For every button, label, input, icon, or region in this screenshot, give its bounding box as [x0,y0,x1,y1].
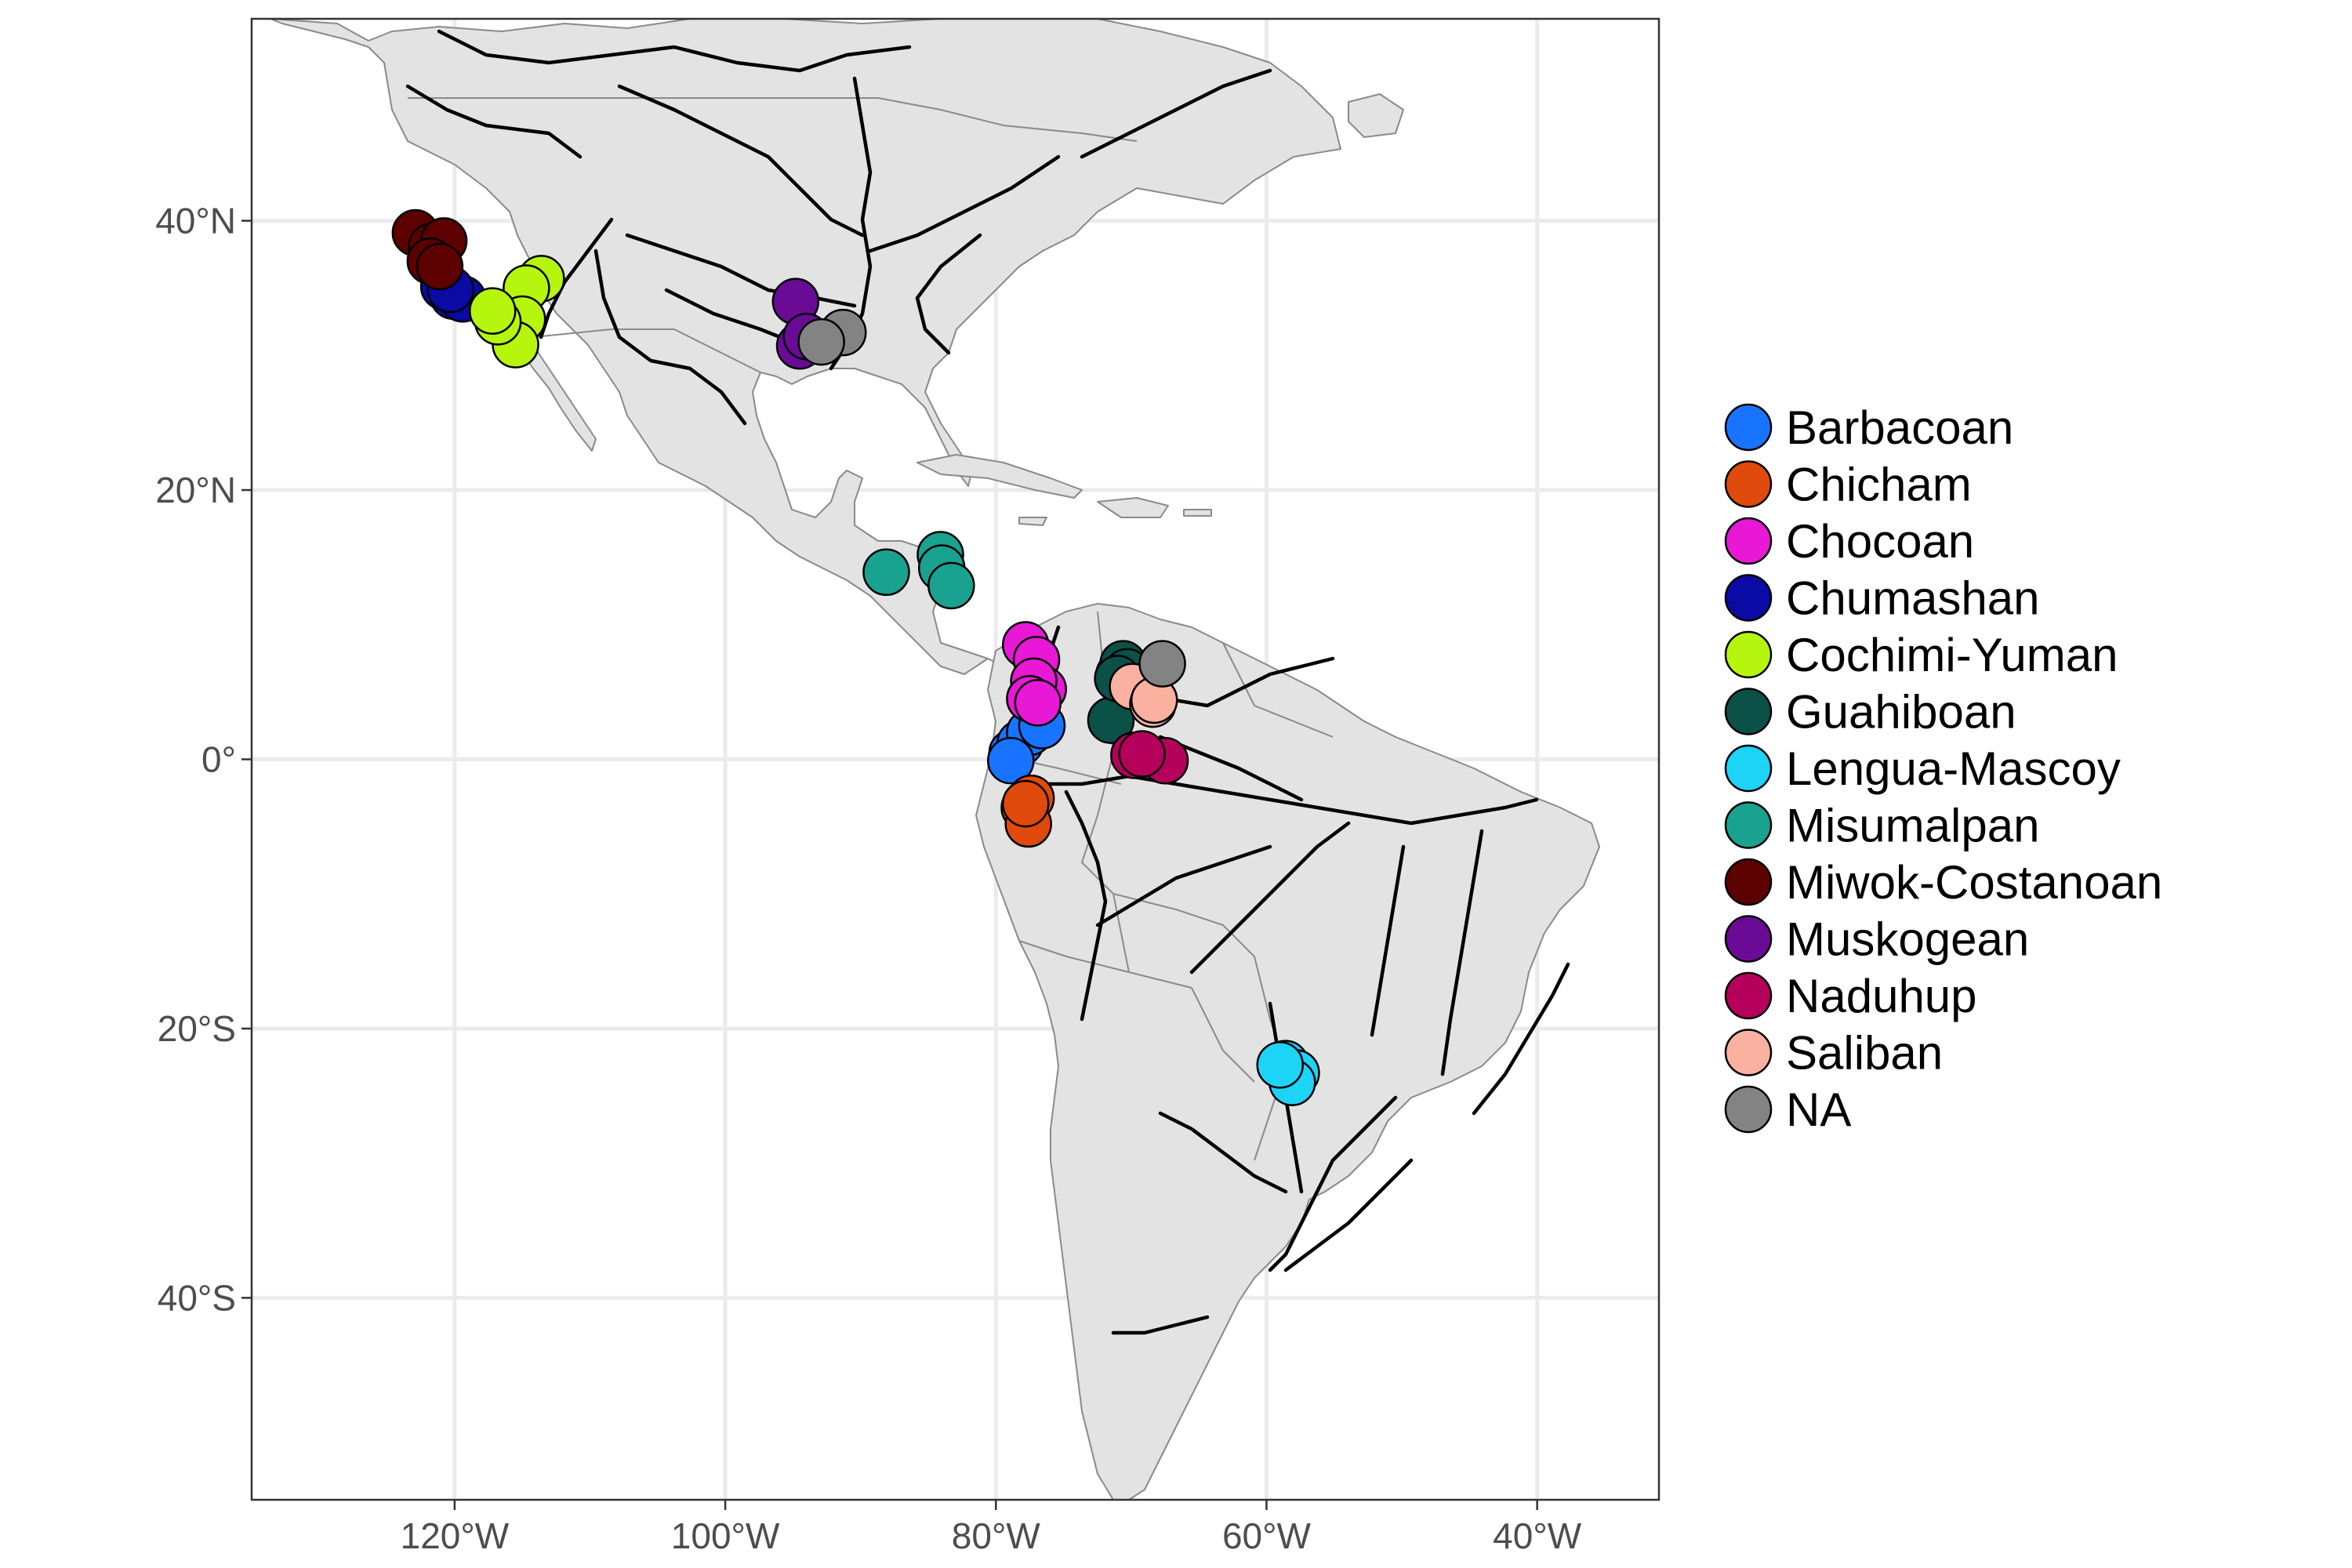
columbia-river [405,84,583,159]
site-point [1014,679,1062,727]
legend-key [1724,744,1773,793]
canadian-river-north [437,29,912,73]
legend-label: Guahiboan [1786,686,2016,739]
cuba-landmass [916,454,1083,499]
legend-key [1724,971,1773,1020]
x-axis: 120°W 100°W 80°W 60°W 40°W [401,1500,1582,1556]
y-tick-label: 0° [201,739,236,780]
legend-label: Chumashan [1786,572,2040,625]
legend-label: Misumalpan [1786,800,2039,852]
us-canada-border [408,97,1138,142]
x-tick-label: 100°W [671,1515,780,1556]
y-tick-label: 40°S [158,1277,236,1318]
hispaniola-landmass [1097,497,1169,518]
legend-label: Muskogean [1786,913,2029,966]
legend-label: Barbacoan [1786,401,2013,454]
parana-river [1268,1095,1398,1272]
country-borders [408,97,1334,1161]
legend-key [1724,801,1773,849]
ohio-river [868,154,1061,253]
legend-key [1724,574,1773,622]
legend: BarbacoanChichamChocoanChumashanCochimi-… [1724,401,2162,1136]
site-point [797,318,845,366]
legend-label: Naduhup [1786,970,1977,1022]
legend-label: Lengua-Mascoy [1786,742,2121,795]
legend-label: Chicham [1786,459,1972,511]
legend-label: NA [1786,1083,1851,1136]
legend-key [1724,460,1773,508]
jamaica-landmass [1018,517,1047,526]
south-america-borders [987,611,1334,1161]
legend-label: Saliban [1786,1027,1943,1080]
x-tick-label: 60°W [1222,1515,1312,1556]
newfoundland-landmass [1348,93,1404,138]
legend-key [1724,517,1773,565]
y-tick-label: 20°S [158,1008,236,1049]
uruguay-river [1283,1158,1414,1272]
legend-key [1724,915,1773,963]
tennessee-river [915,233,982,355]
series-chocoan [1002,621,1067,727]
series-na [797,308,1186,688]
language-sites [391,209,1320,1106]
series-lengua-mascoy [1256,1040,1320,1106]
us-mexico-border [532,328,761,373]
arkansas-river [625,233,857,308]
site-point [927,561,975,610]
x-tick-label: 120°W [401,1515,510,1556]
series-naduhup [1110,730,1189,785]
legend-key [1724,1029,1773,1076]
site-point [1138,640,1186,688]
y-tick-label: 40°N [155,201,236,241]
y-tick-label: 20°N [155,470,236,510]
series-miwok-costanoan [391,209,468,291]
rio-grande [593,249,747,426]
legend-label: Chocoan [1786,515,1974,568]
purus-river [1095,844,1272,927]
legend-key [1724,630,1773,679]
madeira-river [1189,821,1351,975]
site-point [862,548,910,597]
xingu-river [1370,844,1406,1037]
missouri-river [617,84,865,238]
ucayali-river [1064,789,1108,1022]
series-misumalpan [862,531,975,610]
patagonian-river [1111,1315,1210,1335]
x-tick-label: 80°W [952,1515,1041,1556]
site-point [987,736,1035,785]
sao-francisco-river [1472,962,1570,1116]
puerto-rico-landmass [1183,509,1212,517]
saint-lawrence-river [1080,68,1272,159]
legend-label: Cochimi-Yuman [1786,629,2118,681]
legend-label: Miwok-Costanoan [1786,856,2162,909]
amazon-river [1033,774,1539,826]
legend-key [1724,1085,1773,1134]
site-point [416,242,464,291]
x-tick-label: 40°W [1493,1515,1582,1556]
site-point [1256,1041,1304,1089]
site-point [1002,779,1050,828]
tocantins-river [1440,829,1484,1076]
site-point [1118,730,1166,778]
y-axis: 40°N 20°N 0° 20°S 40°S [155,201,252,1318]
legend-key [1724,858,1773,906]
legend-key [1724,688,1773,735]
series-cochimi-yuman [468,255,565,368]
pilcomayo-river [1158,1111,1288,1194]
site-point [468,287,517,335]
series-chicham [1000,775,1055,848]
negro-river [1158,735,1304,802]
legend-key [1724,403,1773,452]
